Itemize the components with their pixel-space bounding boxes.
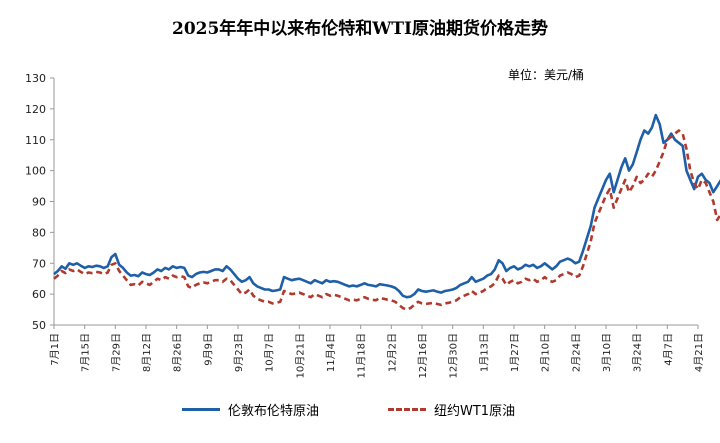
x-tick-label: 9月23日 <box>233 333 245 372</box>
x-tick-label: 12月2日 <box>386 333 398 372</box>
x-tick-label: 1月13日 <box>478 333 490 372</box>
legend-label-wti: 纽约WT1原油 <box>434 404 516 419</box>
y-tick-label: 50 <box>32 319 46 332</box>
legend-label-brent: 伦敦布伦特原油 <box>228 404 320 419</box>
series-lines <box>53 113 720 311</box>
y-tick-label: 90 <box>32 196 46 209</box>
y-tick-label: 110 <box>25 134 46 147</box>
x-tick-label: 8月12日 <box>141 333 153 372</box>
x-tick-label: 7月1日 <box>49 333 61 366</box>
x-tick-label: 11月18日 <box>356 333 368 378</box>
x-tick-label: 12月30日 <box>448 333 460 378</box>
chart-title: 2025年年中以来布伦特和WTI原油期货价格走势 <box>171 19 548 39</box>
legend-swatch-brent <box>182 408 220 411</box>
x-tick-label: 7月29日 <box>110 333 122 372</box>
legend-item-brent: 伦敦布伦特原油 <box>182 400 319 419</box>
x-tick-label: 11月4日 <box>325 333 337 372</box>
y-tick-label: 70 <box>32 257 46 270</box>
x-tick-label: 10月7日 <box>264 333 276 372</box>
x-tick-label: 3月24日 <box>632 333 644 372</box>
plot-area: 50 60 70 80 90 100 110 120 130 7月1日 7月15日 7月29日 8月12… <box>25 72 720 378</box>
x-tick-label: 8月26日 <box>172 333 184 372</box>
y-tick-label: 60 <box>32 288 46 301</box>
x-tick-label: 4月7日 <box>662 333 674 366</box>
y-tick-label: 120 <box>25 103 46 116</box>
unit-label: 单位：美元/桶 <box>508 68 585 82</box>
x-tick-label: 10月21日 <box>294 333 306 378</box>
series-line-wti <box>53 129 720 311</box>
y-tick-label: 130 <box>25 72 46 85</box>
x-tick-label: 3月10日 <box>601 333 613 372</box>
x-tick-label: 2月10日 <box>540 333 552 372</box>
x-tick-label: 2月24日 <box>570 333 582 372</box>
y-tick-label: 80 <box>32 226 46 239</box>
legend-swatch-wti <box>388 408 426 411</box>
x-tick-label: 12月16日 <box>417 333 429 378</box>
y-tick-label: 100 <box>25 165 46 178</box>
x-tick-label: 4月21日 <box>693 333 705 372</box>
x-tick-label: 7月15日 <box>80 333 92 372</box>
x-tick-label: 1月27日 <box>509 333 521 372</box>
axes: 50 60 70 80 90 100 110 120 130 7月1日 7月15日 7月29日 8月12… <box>25 72 705 378</box>
series-line-brent <box>53 113 720 299</box>
x-tick-label: 9月9日 <box>202 333 214 366</box>
legend-item-wti: 纽约WT1原油 <box>388 400 515 419</box>
legend: 伦敦布伦特原油 纽约WT1原油 <box>0 400 720 424</box>
